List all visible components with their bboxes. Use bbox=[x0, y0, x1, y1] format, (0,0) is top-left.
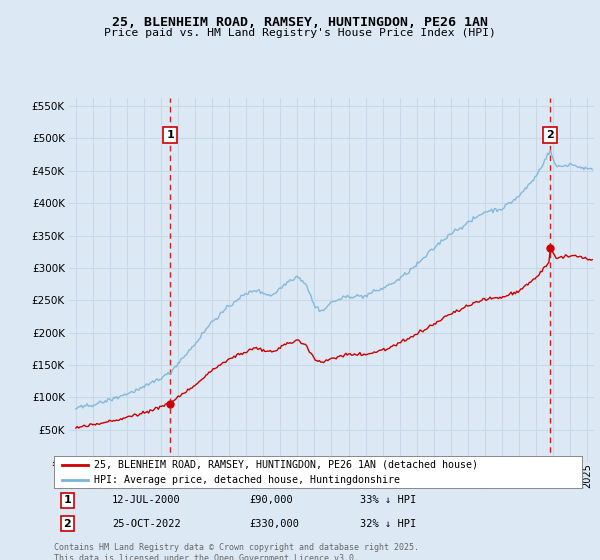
Text: 25-OCT-2022: 25-OCT-2022 bbox=[112, 519, 181, 529]
Text: 1: 1 bbox=[64, 495, 71, 505]
Text: 32% ↓ HPI: 32% ↓ HPI bbox=[360, 519, 416, 529]
Text: HPI: Average price, detached house, Huntingdonshire: HPI: Average price, detached house, Hunt… bbox=[94, 475, 400, 485]
Text: 12-JUL-2000: 12-JUL-2000 bbox=[112, 495, 181, 505]
Text: 25, BLENHEIM ROAD, RAMSEY, HUNTINGDON, PE26 1AN: 25, BLENHEIM ROAD, RAMSEY, HUNTINGDON, P… bbox=[112, 16, 488, 29]
Text: 2: 2 bbox=[64, 519, 71, 529]
Text: £90,000: £90,000 bbox=[250, 495, 293, 505]
Text: Price paid vs. HM Land Registry's House Price Index (HPI): Price paid vs. HM Land Registry's House … bbox=[104, 28, 496, 38]
Text: 1: 1 bbox=[166, 130, 174, 140]
Text: 33% ↓ HPI: 33% ↓ HPI bbox=[360, 495, 416, 505]
Text: 25, BLENHEIM ROAD, RAMSEY, HUNTINGDON, PE26 1AN (detached house): 25, BLENHEIM ROAD, RAMSEY, HUNTINGDON, P… bbox=[94, 460, 478, 470]
Text: 2: 2 bbox=[546, 130, 554, 140]
Text: £330,000: £330,000 bbox=[250, 519, 299, 529]
Text: Contains HM Land Registry data © Crown copyright and database right 2025.
This d: Contains HM Land Registry data © Crown c… bbox=[54, 543, 419, 560]
